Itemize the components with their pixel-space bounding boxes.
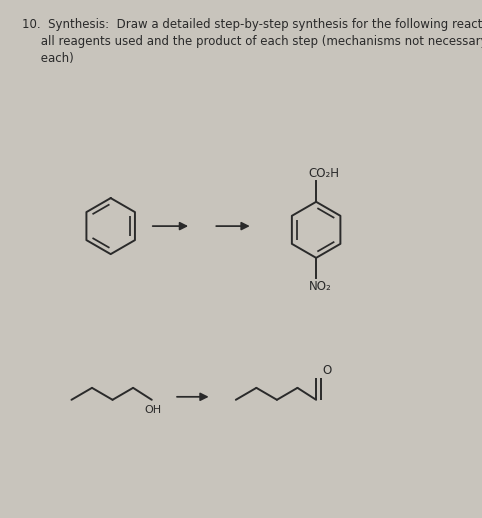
Text: 10.  Synthesis:  Draw a detailed step-by-step synthesis for the following reacti: 10. Synthesis: Draw a detailed step-by-s… — [22, 18, 482, 65]
Text: NO₂: NO₂ — [308, 280, 332, 293]
Text: CO₂H: CO₂H — [308, 167, 339, 180]
Text: OH: OH — [144, 405, 161, 415]
Text: O: O — [323, 364, 332, 378]
